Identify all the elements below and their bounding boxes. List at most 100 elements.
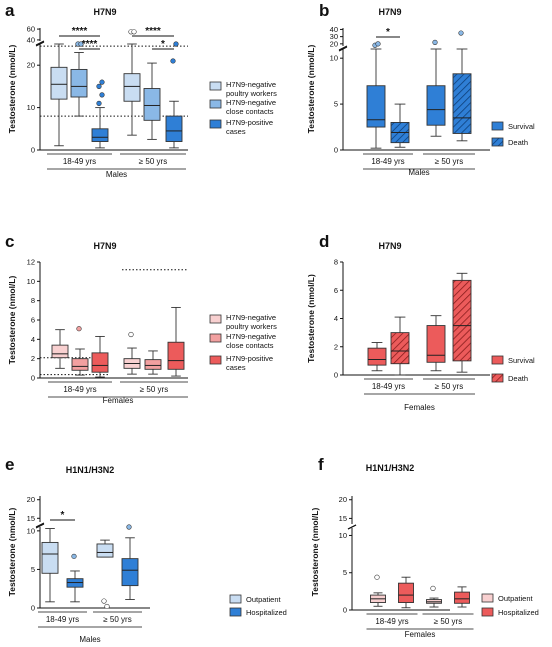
panel-f-outlier-point (374, 574, 380, 580)
panel-b-legend-swatch (491, 121, 504, 131)
panel-a-legend-label: H7N9-negative close contacts (226, 98, 276, 116)
panel-d-letter: d (319, 232, 329, 251)
panel-d-group-label: ≥ 50 yrs (435, 382, 463, 391)
panel-c-legend-swatch (209, 333, 222, 343)
panel-a-outlier-point (99, 79, 105, 85)
panel-f-y-tick-label: 10 (339, 531, 347, 540)
panel-a-outlier-point (131, 29, 137, 35)
panel-a-legend-label-line: close contacts (226, 107, 274, 116)
panel-a-sex-label: Males (106, 170, 127, 179)
panel-c-legend-label-line: cases (226, 363, 246, 372)
panel-c-outlier-point (76, 326, 82, 332)
panel-b-outlier-point (458, 30, 464, 36)
panel-f-legend-swatch (481, 607, 494, 617)
panel-e-axis-break-mark (35, 522, 45, 528)
panel-a-outlier-point (96, 83, 102, 89)
panel-c-legend-swatch (209, 355, 222, 365)
panel-d-legend-label: Death (508, 374, 528, 383)
panel-b-y-tick-label: 40 (330, 25, 338, 34)
panel-c-box-iqr (91, 352, 109, 373)
panel-a-legend-swatch (209, 119, 222, 129)
panel-e-y-tick-label: 15 (27, 514, 35, 523)
panel-a-box-iqr (91, 128, 109, 142)
panel-c-sex-label: Females (103, 396, 134, 405)
panel-e-legend-swatch (229, 607, 242, 617)
panel-a-letter: a (5, 1, 15, 20)
panel-b-legend-label: Death (508, 138, 528, 147)
panel-a-legend-label-line: H7N9-negative (226, 98, 276, 107)
panel-c-y-tick-label: 6 (31, 316, 35, 325)
panel-a-legend-label-line: cases (226, 127, 246, 136)
panel-b-y-tick-label: 0 (334, 146, 338, 155)
panel-e-y-axis-label: Testosterone (nmol/L) (7, 508, 17, 597)
panel-c-legend-label-line: poultry workers (226, 322, 277, 331)
panel-e-box-iqr (96, 543, 114, 558)
panel-f-box-iqr (398, 582, 414, 603)
panel-b-group-label: ≥ 50 yrs (435, 157, 463, 166)
panel-c-legend-label: H7N9-positive cases (226, 354, 273, 372)
panel-b-outlier-point (432, 39, 438, 46)
panel-d-box-iqr (390, 332, 410, 365)
panel-a-group-label: ≥ 50 yrs (139, 157, 167, 166)
panel-c-y-tick-label: 2 (31, 354, 35, 363)
panel-b-y-axis-label: Testosterone (nmol/L) (306, 45, 316, 134)
panel-b-box-iqr (452, 73, 472, 134)
panel-e-legend-swatch (229, 594, 242, 604)
panel-e-box-iqr (41, 541, 59, 574)
panel-e-y-tick-label: 0 (31, 604, 35, 613)
panel-d-legend-label: Survival (508, 356, 535, 365)
panel-e-y-tick-label: 5 (31, 565, 35, 574)
panel-a-y-tick-label: 10 (27, 103, 35, 112)
panel-b-axis-break-mark (338, 46, 348, 52)
panel-a-legend-swatch (209, 81, 222, 91)
panel-a-y-tick-label: 60 (27, 25, 35, 34)
panel-b-legend-label: Survival (508, 122, 535, 131)
panel-d-box-iqr (426, 325, 446, 363)
panel-a-y-tick-label: 20 (27, 61, 35, 70)
panel-e-outlier-point (71, 553, 77, 559)
panel-e-title: H1N1/H3N2 (66, 465, 115, 475)
panel-d-sex-label: Females (404, 403, 435, 412)
panel-a-significance-label: **** (72, 26, 88, 37)
panel-f-group-label: 18-49 yrs (375, 617, 408, 626)
panel-f-y-tick-label: 5 (343, 568, 347, 577)
panel-b-y-tick-label: 30 (330, 32, 338, 41)
panel-c-y-tick-label: 12 (27, 258, 35, 267)
panel-a-box-iqr (165, 115, 183, 142)
panel-f-title: H1N1/H3N2 (366, 463, 415, 473)
panel-a-outlier-point (96, 100, 102, 106)
panel-e-group-label: 18-49 yrs (46, 615, 79, 624)
panel-f-group-label: ≥ 50 yrs (434, 617, 462, 626)
panel-b-box-iqr (426, 85, 446, 126)
panel-c-legend-label: H7N9-negative poultry workers (226, 313, 277, 331)
panel-e-significance-label: * (61, 510, 65, 521)
panel-a-legend-swatch (209, 99, 222, 109)
panel-d-box-iqr (452, 279, 472, 362)
panel-c-box-iqr (51, 344, 69, 359)
panel-c-title: H7N9 (93, 241, 116, 251)
panel-a-outlier-point (173, 41, 179, 47)
panel-a-outlier-point (78, 41, 84, 47)
panel-f-axis-break-mark (347, 524, 357, 530)
panel-c-box-iqr (71, 358, 89, 371)
panel-f-outlier-point (430, 585, 436, 591)
panel-c-legend-swatch (209, 314, 222, 324)
panel-a-significance-label: * (161, 39, 165, 50)
panel-d-y-tick-label: 2 (334, 342, 338, 351)
panel-d-legend-swatch (491, 355, 504, 365)
panel-a-y-tick-label: 0 (31, 146, 35, 155)
panel-b-y-tick-label: 20 (330, 39, 338, 48)
panel-b-y-tick-label: 5 (334, 100, 338, 109)
panel-a-significance-label: **** (145, 26, 161, 37)
panel-b-outlier-point (375, 41, 381, 47)
panel-b-letter: b (319, 1, 329, 20)
panel-e-y-tick-label: 20 (27, 495, 35, 504)
panel-a-legend-label: H7N9-positive cases (226, 118, 273, 136)
panel-a-box-iqr (50, 66, 68, 100)
panel-e-outlier-point (101, 598, 107, 604)
panel-c-y-tick-label: 4 (31, 335, 35, 344)
panel-b-group-label: 18-49 yrs (371, 157, 404, 166)
panel-c-y-axis-label: Testosterone (nmol/L) (7, 276, 17, 365)
panel-d-y-tick-label: 0 (334, 371, 338, 380)
panel-c-y-tick-label: 0 (31, 374, 35, 383)
